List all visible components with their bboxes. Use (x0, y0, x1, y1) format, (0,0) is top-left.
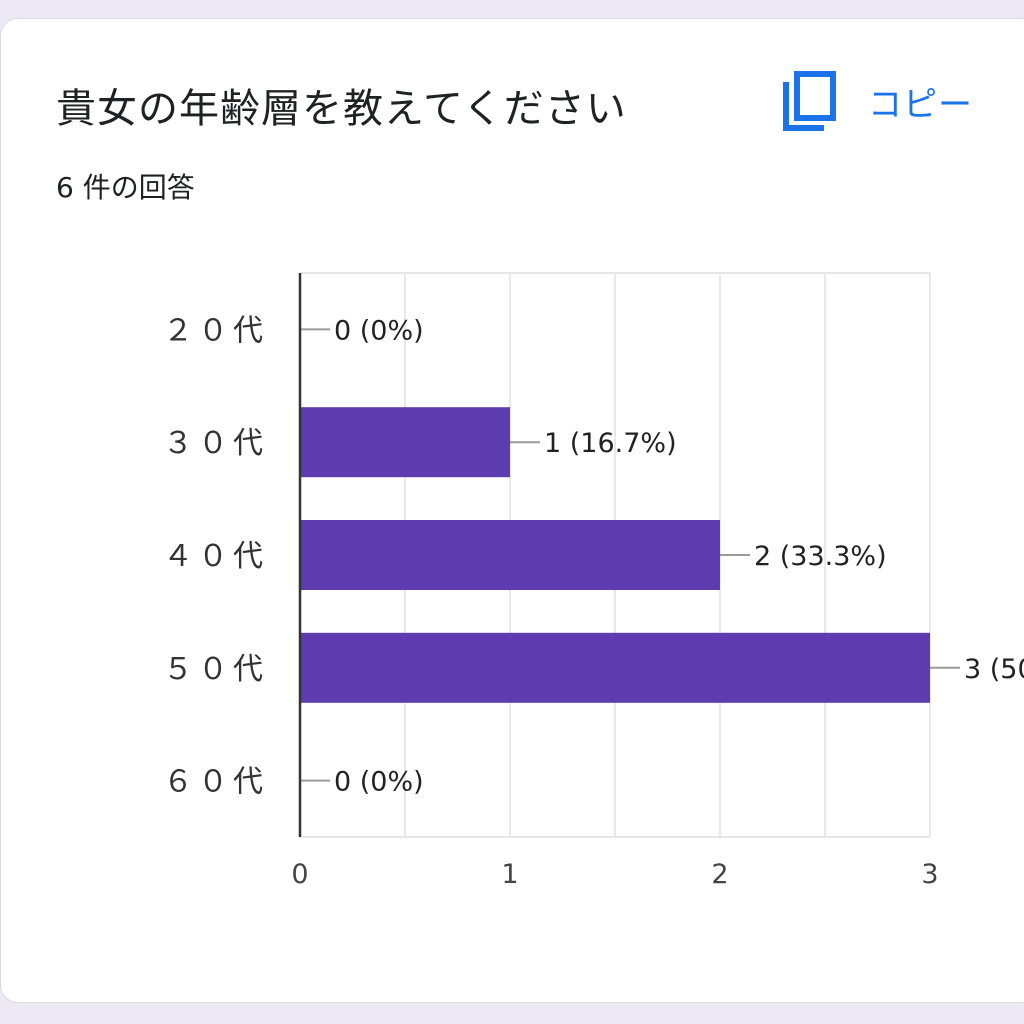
response-count: 6 件の回答 (56, 171, 195, 204)
bar-3 (300, 632, 930, 703)
data-label-2: 2 (33.3%) (754, 541, 887, 572)
bar-2 (300, 520, 720, 590)
data-label-3: 3 (50 (964, 654, 1024, 685)
copy-button[interactable]: コピー (782, 70, 973, 132)
category-label-0: ２０代 (163, 313, 268, 348)
bar-1 (300, 407, 510, 478)
category-label-4: ６０代 (163, 765, 268, 800)
x-tick-label-3: 3 (921, 859, 938, 890)
question-title: 貴女の年齢層を教えてください (56, 86, 627, 132)
data-label-0: 0 (0%) (334, 315, 424, 346)
category-label-3: ５０代 (163, 652, 268, 687)
category-label-2: ４０代 (163, 539, 268, 574)
data-label-4: 0 (0%) (334, 767, 424, 798)
copy-label: コピー (868, 84, 973, 125)
x-tick-label-0: 0 (291, 859, 308, 890)
x-tick-label-2: 2 (711, 859, 728, 890)
x-tick-label-1: 1 (501, 859, 518, 890)
copy-icon (783, 71, 836, 131)
response-summary-card (0, 18, 1024, 1003)
category-label-1: ３０代 (163, 426, 268, 461)
data-label-1: 1 (16.7%) (544, 428, 677, 459)
